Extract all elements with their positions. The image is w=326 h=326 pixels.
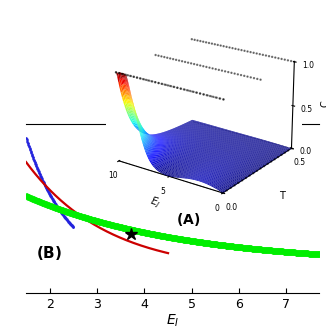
Text: $\mathbf{(B)}$: $\mathbf{(B)}$ xyxy=(37,244,63,262)
Y-axis label: T: T xyxy=(279,190,285,200)
X-axis label: $E_J$: $E_J$ xyxy=(166,313,179,326)
Text: $\mathbf{(A)}$: $\mathbf{(A)}$ xyxy=(176,211,200,228)
X-axis label: $E_J$: $E_J$ xyxy=(148,194,161,211)
